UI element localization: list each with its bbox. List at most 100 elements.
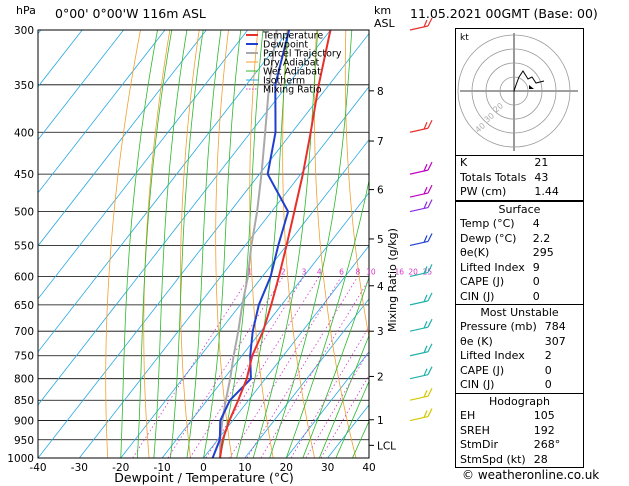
wind-barb — [409, 161, 433, 175]
legend-entry: Parcel Trajectory — [263, 49, 342, 60]
wind-barb-staff — [409, 326, 429, 332]
mu-row-label: CAPE (J) — [460, 363, 505, 377]
wind-barb — [409, 199, 433, 213]
most-unstable-table: Pressure (mb) 784 θe (K) 307 Lifted Index 2 CA… — [456, 320, 583, 393]
km-tick-label: 6 — [377, 185, 384, 197]
isotherm-line — [203, 245, 369, 458]
hodograph-table: EH 105 SREH 192 StmDir 268° StmSpd (kt) 28 — [456, 409, 583, 467]
pw-label: PW (cm) — [460, 185, 507, 198]
km-tick-label: 1 — [377, 415, 384, 427]
mu-row-label: CIN (J) — [460, 378, 495, 391]
mixing-ratio-line — [132, 276, 251, 458]
wet-adiabat-line — [335, 380, 369, 458]
km-tick-label: LCL — [377, 440, 396, 452]
wet-adiabat-line — [219, 30, 264, 458]
wind-barb — [409, 184, 433, 198]
wind-barb-feather — [423, 345, 428, 353]
wind-barb — [409, 318, 433, 332]
hodograph-row-label: SREH — [460, 423, 490, 437]
surface-row-value: 295 — [532, 246, 554, 259]
mixing-ratio-label: 8 — [355, 267, 360, 276]
wind-barb-feather — [427, 233, 433, 242]
pressure-tick-label: 700 — [14, 326, 34, 338]
k-index-label: K — [460, 156, 468, 169]
totals-totals-label: Totals Totals — [460, 170, 527, 184]
surface-row-value: 4 — [532, 217, 540, 230]
wind-barb-feather — [427, 408, 433, 417]
wind-barb-feather — [423, 19, 428, 28]
dewpoint-profile — [211, 30, 291, 458]
isotherm-line — [161, 192, 369, 458]
wet-adiabat-line — [302, 276, 369, 458]
temperature-tick-label: 40 — [362, 462, 375, 474]
hodograph-trace — [513, 70, 545, 92]
wind-barb-feather — [423, 294, 428, 303]
mixing-ratio-line — [167, 276, 284, 458]
wind-barb — [409, 17, 433, 31]
wind-barb — [409, 233, 433, 247]
dry-adiabat-line — [314, 30, 357, 458]
surface-row-label: CAPE (J) — [460, 275, 505, 288]
hodograph-row-label: StmDir — [460, 438, 499, 451]
wind-barb-staff — [409, 25, 429, 31]
mu-row-label: θe (K) — [460, 334, 493, 348]
wet-adiabat-line — [186, 30, 222, 458]
legend-entry: Isotherm — [263, 76, 305, 87]
most-unstable-box: Most Unstable Pressure (mb) 784 θe (K) 307 L… — [455, 304, 584, 394]
wind-barb-feather — [427, 119, 433, 129]
isotherm-line — [244, 298, 369, 458]
surface-row-label: θe(K) — [460, 246, 490, 259]
surface-row-value: 0 — [532, 289, 540, 303]
pressure-tick-label: 500 — [14, 207, 34, 219]
mu-row-value: 784 — [544, 320, 566, 333]
km-axis-unit: km — [374, 4, 391, 17]
mixing-ratio-line — [305, 349, 369, 458]
temperature-tick-label: 20 — [280, 462, 293, 474]
wet-adiabat-line — [318, 334, 369, 458]
surface-row-value: 0 — [532, 275, 540, 288]
dry-adiabat-line — [143, 30, 171, 458]
k-index-value: 21 — [534, 156, 549, 169]
pressure-tick-label: 450 — [14, 169, 34, 181]
hodograph-plot: kt 20 30 40 — [457, 33, 578, 151]
wind-barb-staff — [409, 207, 429, 213]
temperature-profile — [219, 30, 332, 458]
pressure-tick-label: 950 — [14, 435, 34, 447]
wind-barb — [409, 292, 433, 306]
mixing-ratio-label: 20 — [408, 267, 418, 276]
mu-row-label: Lifted Index — [460, 349, 525, 362]
isotherm-line — [285, 351, 369, 458]
pressure-tick-label: 600 — [14, 271, 34, 283]
km-tick-label: 8 — [377, 86, 384, 98]
surface-title: Surface — [498, 203, 541, 216]
wind-barb-staff — [409, 192, 429, 198]
wind-barb-staff — [409, 169, 429, 175]
wind-barb-feather — [423, 163, 428, 172]
wind-barb-feather — [427, 17, 433, 27]
temperature-tick-label: 0 — [200, 462, 207, 474]
wind-barb-feather — [423, 186, 428, 195]
wet-adiabat-line — [203, 30, 242, 458]
wind-barb-feather — [427, 366, 433, 375]
km-axis-unit-asl: ASL — [374, 17, 396, 30]
mixing-ratio-label: 1 — [247, 267, 252, 276]
wind-barb-feather — [423, 389, 428, 398]
pressure-tick-label: 650 — [14, 300, 34, 312]
surface-row-label: Dewp (°C) — [460, 231, 517, 245]
legend-entry: Dewpoint — [263, 40, 308, 51]
hodograph-row-value: 28 — [533, 452, 548, 466]
hodograph-ring-label: 40 — [474, 121, 488, 134]
storm-motion-marker — [529, 85, 534, 89]
dry-adiabat-line — [105, 30, 141, 458]
wind-barb-feather — [427, 161, 433, 171]
mixing-ratio-line — [320, 374, 369, 458]
most-unstable-title: Most Unstable — [480, 306, 559, 319]
wind-barb-staff — [409, 127, 429, 133]
wind-barb-feather — [427, 318, 433, 328]
mixing-ratio-line — [260, 278, 369, 458]
dry-adiabat-line — [215, 30, 233, 458]
km-tick-label: 7 — [377, 136, 384, 148]
isotherm-line — [38, 30, 249, 300]
mixing-ratio-line — [246, 276, 359, 458]
temperature-tick-label: -10 — [154, 462, 171, 474]
